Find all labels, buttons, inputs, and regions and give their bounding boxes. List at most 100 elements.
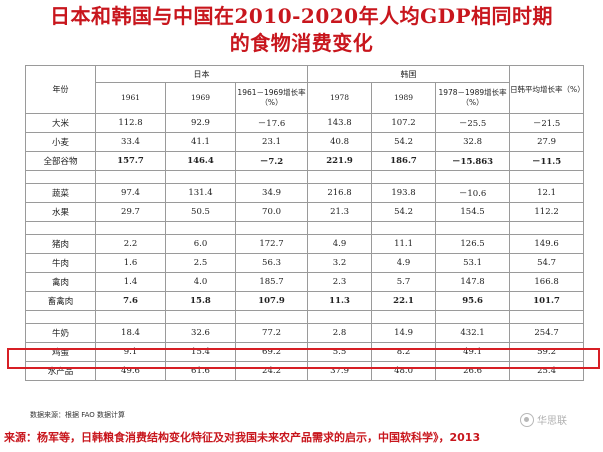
table-cell: －17.6 [234,113,309,133]
table-cell: 56.3 [234,253,309,273]
spacer-cell [25,221,96,235]
food-consumption-table: 年份 日本 韩国 日韩平均增长率（%） 1961 1969 1961－1969增… [25,65,585,381]
table-cell: 53.1 [435,253,511,273]
watermark-text: 华思联 [537,416,567,427]
table-cell: 32.8 [435,132,511,152]
table-cell: 26.6 [435,361,511,381]
group-header-japan: 日本 [94,65,309,83]
sub-header: 1978－1989增长率（%） [435,82,511,114]
table-cell: 185.7 [234,272,309,292]
table-row: 水产品 49.6 61.6 24.2 37.9 48.0 26.6 25.4 [25,361,585,381]
table-spacer-row [25,310,585,324]
col-header-avg: 日韩平均增长率（%） [509,65,585,114]
watermark-logo-icon [520,412,534,427]
table-cell: 2.5 [165,253,236,273]
table-cell: 149.6 [509,234,585,254]
table-cell: 172.7 [234,234,309,254]
table-row: 鸡蛋 9.1 15.4 69.2 5.5 8.2 49.1 59.2 [25,342,585,362]
table-cell: 77.2 [234,323,309,343]
spacer-cell [234,310,309,324]
table-cell: 5.7 [371,272,437,292]
row-label: 牛奶 [25,323,96,343]
table-cell: 2.3 [307,272,373,292]
table-row: 小麦 33.4 41.1 23.1 40.8 54.2 32.8 27.9 [25,132,585,152]
table-cell: 254.7 [509,323,585,343]
spacer-cell [25,310,96,324]
row-label: 畜禽肉 [25,291,96,311]
spacer-cell [371,221,437,235]
table-cell: 29.7 [95,202,166,222]
table-cell: －10.6 [435,183,511,203]
sub-header: 1961 [95,82,166,114]
table-cell: 92.9 [165,113,236,133]
table-cell: 14.9 [371,323,437,343]
table-cell: 107.2 [371,113,437,133]
spacer-cell [371,310,437,324]
table-cell: －7.2 [234,151,309,171]
table-row: 禽肉 1.4 4.0 185.7 2.3 5.7 147.8 166.8 [25,272,585,292]
table-cell: 50.5 [165,202,236,222]
table-spacer-row [25,221,585,235]
spacer-cell [95,170,166,184]
sub-header: 1989 [371,82,437,114]
table-cell: 22.1 [371,291,437,311]
table-cell: 131.4 [165,183,236,203]
spacer-cell [234,170,309,184]
table-cell: －15.863 [435,151,511,171]
table-row: 全部谷物 157.7 146.4 －7.2 221.9 186.7 －15.863 －11.5 [25,151,585,171]
table-row: 畜禽肉 7.6 15.8 107.9 11.3 22.1 95.6 101.7 [25,291,585,311]
title-line-1: 日本和韩国与中国在2010-2020年人均GDP相同时期 [49,4,554,28]
table-cell: －21.5 [509,113,585,133]
table-cell: 34.9 [234,183,309,203]
table-cell: 32.6 [165,323,236,343]
table-cell: 216.8 [307,183,373,203]
spacer-cell [95,310,166,324]
table-cell: 12.1 [509,183,585,203]
sub-header: 1969 [165,82,236,114]
table-cell: －25.5 [435,113,511,133]
spacer-cell [95,221,166,235]
spacer-cell [307,221,373,235]
table-cell: 101.7 [509,291,585,311]
spacer-cell [435,221,511,235]
table-cell: 4.9 [371,253,437,273]
spacer-cell [25,170,96,184]
table-cell: 2.2 [95,234,166,254]
table-spacer-row [25,170,585,184]
table-cell: 70.0 [234,202,309,222]
table-row: 牛肉 1.6 2.5 56.3 3.2 4.9 53.1 54.7 [25,253,585,273]
table-row: 大米 112.8 92.9 －17.6 143.8 107.2 －25.5 －21.5 [25,113,585,133]
title-line-2: 的食物消费变化 [229,31,374,55]
spacer-cell [234,221,309,235]
sub-header: 1961－1969增长率（%） [234,82,309,114]
spacer-cell [307,170,373,184]
table-row: 猪肉 2.2 6.0 172.7 4.9 11.1 126.5 149.6 [25,234,585,254]
table-cell: 23.1 [234,132,309,152]
spacer-cell [435,170,511,184]
row-label: 猪肉 [25,234,96,254]
table-cell: 157.7 [95,151,166,171]
table-cell: 54.7 [509,253,585,273]
table-cell: 107.9 [234,291,309,311]
table-cell: 54.2 [371,202,437,222]
row-label: 禽肉 [25,272,96,292]
spacer-cell [435,310,511,324]
table-cell: 1.4 [95,272,166,292]
row-label: 小麦 [25,132,96,152]
row-label: 大米 [25,113,96,133]
table-cell: 186.7 [371,151,437,171]
table-cell: 18.4 [95,323,166,343]
table-cell: 27.9 [509,132,585,152]
watermark: 华思联 [520,412,567,427]
data-source-note: 数据来源：根据 FAO 数据计算 [30,411,126,419]
table-cell: 146.4 [165,151,236,171]
row-label: 全部谷物 [25,151,96,171]
table-cell: 6.0 [165,234,236,254]
table-cell: 221.9 [307,151,373,171]
table-cell: 11.3 [307,291,373,311]
table-cell: 1.6 [95,253,166,273]
spacer-cell [509,170,585,184]
table-cell: 33.4 [95,132,166,152]
table-cell: 3.2 [307,253,373,273]
table-cell: 15.8 [165,291,236,311]
